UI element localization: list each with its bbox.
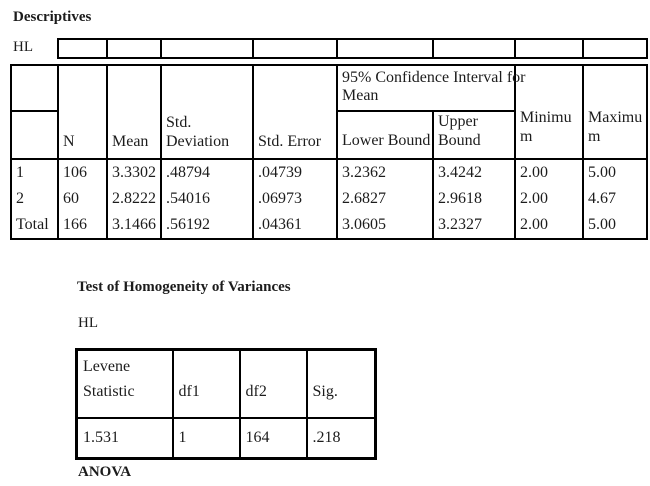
col-header-mean: Mean: [106, 64, 162, 160]
cell-std-error: .04361: [252, 212, 338, 240]
col-header-levene-statistic: Levene Statistic: [75, 348, 174, 419]
col-header-df1: df1: [171, 348, 241, 419]
row-label: 1: [10, 159, 59, 186]
cell-std-deviation: .56192: [160, 212, 254, 240]
descriptives-spacer-row: [57, 38, 648, 59]
cell-std-error: .06973: [252, 186, 338, 212]
descriptives-title: Descriptives: [13, 9, 92, 25]
row-label: 2: [10, 186, 59, 212]
homogeneity-title: Test of Homogeneity of Variances: [77, 279, 291, 295]
table-row: 1.531 1 164 .218: [75, 416, 377, 460]
cell-mean: 3.1466: [106, 212, 162, 240]
anova-title: ANOVA: [78, 464, 132, 480]
table-row: 1 106 3.3302 .48794 .04739 3.2362 3.4242…: [10, 159, 648, 186]
cell-lower-bound: 3.2362: [336, 159, 434, 186]
descriptives-table: N Mean Std. Deviation Std. Error 95% Con…: [10, 64, 648, 240]
cell-levene-statistic: 1.531: [75, 416, 174, 460]
cell-maximum: 5.00: [582, 212, 648, 240]
cell-maximum: 5.00: [582, 159, 648, 186]
col-header-lower-bound: Lower Bound: [336, 110, 434, 160]
stub-header-upper-cell: [10, 64, 59, 112]
descriptives-variable-label: HL: [13, 39, 33, 55]
cell-mean: 2.8222: [106, 186, 162, 212]
col-header-upper-bound-text: Upper Bound: [438, 113, 481, 149]
col-header-levene-statistic-text: Levene Statistic: [83, 357, 135, 400]
cell-n: 166: [57, 212, 108, 240]
cell-std-deviation: .48794: [160, 159, 254, 186]
col-header-minimum: Minimum: [514, 64, 584, 160]
col-header-upper-bound: Upper Bound: [432, 110, 516, 160]
cell-minimum: 2.00: [514, 212, 584, 240]
col-header-std-deviation-text: Std. Deviation: [166, 114, 230, 150]
col-header-std-error: Std. Error: [252, 64, 338, 160]
cell-upper-bound: 3.2327: [432, 212, 516, 240]
col-header-sig: Sig.: [305, 348, 377, 419]
spacer-cell: [160, 38, 254, 59]
col-header-minimum-text: Minimum: [520, 109, 572, 145]
col-header-maximum-text: Maximum: [588, 109, 643, 145]
col-header-lower-bound-text: Lower Bound: [342, 131, 431, 149]
col-header-n: N: [57, 64, 108, 160]
spacer-cell: [514, 38, 584, 59]
cell-lower-bound: 2.6827: [336, 186, 434, 212]
row-label: Total: [10, 212, 59, 240]
cell-std-deviation: .54016: [160, 186, 254, 212]
cell-df2: 164: [238, 416, 308, 460]
cell-upper-bound: 3.4242: [432, 159, 516, 186]
spacer-cell: [106, 38, 162, 59]
cell-maximum: 4.67: [582, 186, 648, 212]
cell-df1: 1: [171, 416, 241, 460]
stub-header-lower-cell: [10, 110, 59, 160]
cell-n: 106: [57, 159, 108, 186]
table-row: Total 166 3.1466 .56192 .04361 3.0605 3.…: [10, 212, 648, 240]
homogeneity-table: Levene Statistic df1 df2 Sig. 1.531 1 16…: [75, 348, 377, 460]
col-header-maximum: Maximum: [582, 64, 648, 160]
cell-std-error: .04739: [252, 159, 338, 186]
col-header-ci-group: 95% Confidence Interval for Mean: [336, 64, 525, 112]
cell-lower-bound: 3.0605: [336, 212, 434, 240]
cell-n: 60: [57, 186, 108, 212]
spacer-cell: [582, 38, 648, 59]
cell-minimum: 2.00: [514, 186, 584, 212]
col-header-std-deviation: Std. Deviation: [160, 64, 254, 160]
homogeneity-variable-label: HL: [78, 315, 98, 331]
col-header-ci-group-text: 95% Confidence Interval for Mean: [342, 69, 526, 105]
spacer-cell: [432, 38, 516, 59]
table-row: 2 60 2.8222 .54016 .06973 2.6827 2.9618 …: [10, 186, 648, 212]
cell-sig: .218: [305, 416, 377, 460]
spacer-cell: [57, 38, 108, 59]
cell-upper-bound: 2.9618: [432, 186, 516, 212]
spacer-cell: [252, 38, 338, 59]
col-header-df2: df2: [238, 348, 308, 419]
spacer-cell: [336, 38, 434, 59]
cell-minimum: 2.00: [514, 159, 584, 186]
cell-mean: 3.3302: [106, 159, 162, 186]
